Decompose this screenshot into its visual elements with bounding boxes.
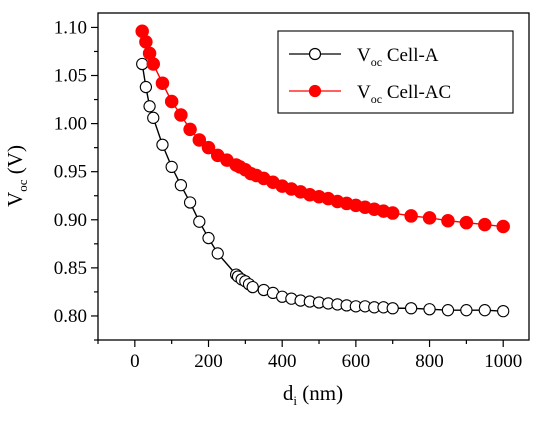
y-axis: 0.80 0.85 0.90 0.95 1.00 1.05 1.10 <box>54 17 98 341</box>
data-point <box>143 100 156 113</box>
data-point <box>441 213 455 228</box>
data-point <box>192 133 207 147</box>
y-tick-label: 0.90 <box>54 210 87 231</box>
x-tick-label: 200 <box>194 351 223 372</box>
data-point <box>496 219 510 234</box>
plot-frame <box>97 12 530 341</box>
y-tick-label: 1.05 <box>54 66 87 87</box>
legend-box <box>277 30 514 114</box>
data-point <box>155 76 170 90</box>
y-tick-label: 1.00 <box>54 114 87 135</box>
data-point <box>404 302 418 315</box>
x-tick-label: 800 <box>415 351 444 372</box>
data-point <box>423 303 436 316</box>
x-axis: 0 200 400 600 800 1000 <box>97 340 522 372</box>
data-point <box>146 57 161 71</box>
data-point <box>183 122 197 137</box>
data-point <box>165 160 178 174</box>
x-axis-label: di (nm) <box>283 381 343 408</box>
data-point <box>136 57 149 71</box>
plot-area <box>97 12 530 341</box>
legend-entry-cell-a: Voc Cell-A <box>289 45 439 69</box>
data-point <box>422 211 437 225</box>
data-point <box>202 231 215 245</box>
legend-label-cell-a: Voc Cell-A <box>357 45 439 69</box>
x-tick-label: 1000 <box>484 351 522 372</box>
data-point <box>139 35 153 49</box>
data-point <box>174 179 188 192</box>
data-point <box>164 94 179 109</box>
y-tick-label: 0.95 <box>54 162 87 183</box>
data-point <box>246 280 259 294</box>
data-point <box>183 196 197 209</box>
y-tick-label: 0.85 <box>54 258 87 279</box>
data-point <box>139 80 153 94</box>
y-axis-label: Voc (V) <box>3 145 30 207</box>
data-point <box>460 304 473 317</box>
data-point <box>211 247 224 260</box>
x-tick-label: 400 <box>268 351 297 372</box>
data-point <box>478 304 491 317</box>
legend-label-cell-ac: Voc Cell-AC <box>357 82 451 106</box>
legend-entry-cell-ac: Voc Cell-AC <box>289 82 451 106</box>
data-point <box>201 140 216 155</box>
data-point <box>193 215 206 228</box>
legend-marker-cell-ac <box>308 84 322 98</box>
y-tick-label: 1.10 <box>54 17 87 38</box>
x-tick-label: 600 <box>342 351 371 372</box>
legend-marker-cell-a <box>308 47 322 61</box>
series-cell-ac <box>135 24 510 234</box>
data-point <box>404 209 418 223</box>
y-tick-label: 0.80 <box>54 306 87 327</box>
series-cell-a <box>136 57 510 318</box>
data-point <box>147 111 160 124</box>
data-point <box>441 304 455 317</box>
data-point <box>386 302 399 315</box>
data-point <box>174 108 188 122</box>
data-point <box>478 217 492 232</box>
legend: Voc Cell-A Voc Cell-AC <box>277 30 514 114</box>
x-tick-label: 0 <box>130 351 140 372</box>
data-point <box>497 304 510 318</box>
data-point <box>156 138 169 151</box>
data-point <box>459 215 474 230</box>
series-layer <box>135 24 510 318</box>
data-point <box>385 206 400 220</box>
